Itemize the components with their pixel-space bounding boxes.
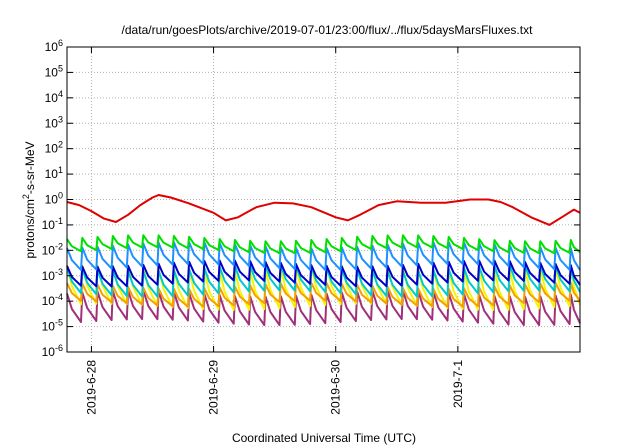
y-tick-label: 100 — [45, 191, 63, 207]
y-tick-label: 10-4 — [42, 292, 63, 308]
series-line-6 — [66, 234, 581, 255]
y-tick-label: 10-6 — [42, 343, 63, 359]
series-line-5 — [66, 241, 581, 272]
series-layer — [66, 194, 581, 327]
series-line-4 — [66, 259, 581, 288]
y-axis-title-suffix: -s-sr-MeV — [23, 141, 37, 194]
series-line-7 — [66, 194, 581, 226]
x-tick-label: 2019-7-1 — [451, 360, 465, 408]
y-axis-title: protons/cm2-s-sr-MeV — [21, 141, 37, 258]
y-tick-label: 103 — [45, 114, 63, 130]
y-tick-label: 10-2 — [42, 241, 63, 257]
y-axis-title-sup: 2 — [21, 194, 31, 199]
plot-frame — [66, 46, 581, 353]
chart-title: /data/run/goesPlots/archive/2019-07-01/2… — [122, 23, 534, 37]
y-tick-label: 101 — [45, 165, 63, 181]
y-tick-label: 102 — [45, 140, 63, 156]
y-tick-label: 105 — [45, 63, 63, 79]
y-tick-label: 10-1 — [42, 216, 63, 232]
series-line-0 — [66, 289, 581, 327]
y-tick-label: 10-5 — [42, 318, 63, 334]
grid — [67, 47, 580, 352]
y-axis-title-prefix: protons/cm — [23, 199, 37, 258]
x-tick-label: 2019-6-29 — [207, 360, 221, 415]
x-tick-label: 2019-6-28 — [84, 360, 98, 415]
y-tick-label: 10-3 — [42, 267, 63, 283]
x-axis-title: Coordinated Universal Time (UTC) — [232, 431, 416, 445]
x-tick-label: 2019-6-30 — [329, 360, 343, 415]
y-tick-label: 104 — [45, 89, 63, 105]
axis-ticks: 10-6 10-5 10-4 10-3 10-2 10-1 100 101 102 103 104 1… — [42, 38, 580, 415]
y-tick-label: 106 — [45, 38, 63, 54]
